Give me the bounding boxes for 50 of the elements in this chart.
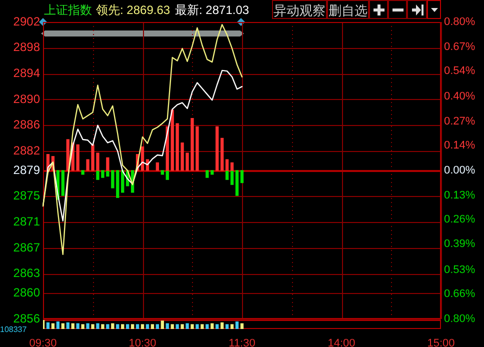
y2-tick-label: 0.80%	[444, 16, 476, 28]
x-tick-label: 10:30	[128, 338, 156, 347]
x-tick-label: 15:00	[427, 338, 455, 347]
y2-tick-label: 0.66%	[444, 288, 476, 300]
y2-tick-label: 0.26%	[444, 214, 476, 226]
bar	[230, 170, 234, 185]
bar	[156, 162, 160, 171]
y-tick-label: 2902	[13, 14, 40, 28]
text: 领先: 2869.63	[96, 2, 170, 19]
y2-tick-label: 0.27%	[444, 115, 476, 128]
text: 最新: 2871.03	[175, 2, 250, 19]
y2-tick-label: 0.00%	[444, 164, 476, 177]
bar	[240, 170, 244, 184]
y2-tick-label: 0.14%	[444, 139, 476, 152]
y-tick-label: 2856	[13, 311, 40, 326]
bar	[81, 170, 84, 175]
bar	[235, 170, 239, 196]
y-tick-label: 2879	[13, 162, 40, 177]
bar	[220, 138, 224, 171]
bar	[230, 162, 234, 171]
text: 删自选	[327, 0, 369, 19]
bar	[116, 170, 120, 198]
y-tick-label: 2890	[13, 92, 40, 106]
x-tick-label: 14:00	[328, 338, 356, 347]
y2-tick-label: 0.67%	[444, 41, 476, 54]
y-tick-label: 2882	[13, 143, 40, 158]
bar	[225, 159, 229, 171]
text: 108337	[0, 325, 27, 334]
y2-tick-label: 0.39%	[444, 238, 476, 250]
y-tick-label: 2863	[13, 266, 40, 280]
text: 异动观察	[272, 0, 327, 19]
bar	[61, 170, 64, 196]
chart-title: 上证指数	[44, 2, 92, 19]
bar	[160, 170, 164, 175]
y-tick-label: 2875	[13, 188, 40, 203]
y2-tick-label: 0.13%	[444, 190, 476, 202]
x-tick-label: 11:30	[228, 338, 256, 347]
y-tick-label: 2871	[13, 214, 40, 228]
y-tick-label: 2894	[13, 66, 40, 80]
bar	[216, 126, 219, 171]
y-tick-label: 2867	[13, 240, 40, 254]
y-tick-label: 2860	[13, 285, 40, 300]
y2-tick-label: 0.54%	[444, 65, 476, 78]
y-tick-label: 2886	[13, 118, 40, 132]
y2-tick-label: 0.40%	[444, 90, 476, 102]
y-tick-label: 2898	[13, 40, 40, 54]
bar	[106, 157, 110, 171]
y2-tick-label: 0.80%	[444, 313, 476, 326]
y2-tick-label: 0.53%	[444, 264, 476, 276]
x-tick-label: 09:30	[29, 338, 57, 347]
